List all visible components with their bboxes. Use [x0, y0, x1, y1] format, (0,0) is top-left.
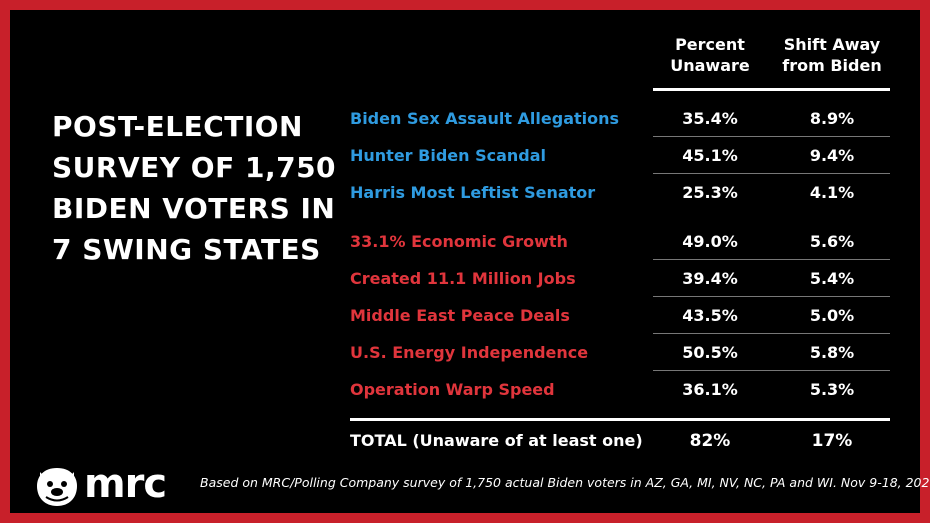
total-row: TOTAL (Unaware of at least one) 82% 17%: [340, 422, 890, 460]
row-divider: [653, 259, 890, 260]
total-shift: 17%: [811, 431, 853, 451]
percent-unaware-cell: 36.1%: [682, 380, 738, 399]
shift-away-cell: 4.1%: [809, 183, 855, 202]
row-divider: [653, 333, 890, 334]
total-rule: [350, 418, 890, 421]
shift-away-cell: 5.6%: [809, 232, 855, 251]
row-label: Middle East Peace Deals: [350, 306, 570, 325]
row-label: U.S. Energy Independence: [350, 343, 589, 362]
column-header-shift-away: Shift Away from Biden: [782, 35, 882, 75]
source-note: Based on MRC/Polling Company survey of 1…: [200, 475, 930, 490]
table-row: 33.1% Economic Growth 49.0% 5.6%: [340, 223, 890, 260]
page-title: POST-ELECTION SURVEY OF 1,750 BIDEN VOTE…: [52, 110, 337, 266]
total-label: TOTAL (Unaware of at least one): [350, 422, 643, 460]
shift-away-cell: 5.4%: [809, 269, 855, 288]
percent-unaware-cell: 50.5%: [682, 343, 738, 362]
table-row: U.S. Energy Independence 50.5% 5.8%: [340, 334, 890, 371]
header-rule: [653, 88, 890, 91]
shift-away-cell: 8.9%: [809, 109, 855, 128]
shift-away-cell: 5.8%: [809, 343, 855, 362]
row-divider: [653, 136, 890, 137]
row-label: Hunter Biden Scandal: [350, 146, 547, 165]
shift-away-cell: 9.4%: [809, 146, 855, 165]
bulldog-icon: [37, 468, 77, 506]
shift-away-cell: 5.0%: [809, 306, 855, 325]
percent-unaware-cell: 25.3%: [682, 183, 738, 202]
row-divider: [653, 173, 890, 174]
row-label: Operation Warp Speed: [350, 380, 555, 399]
table-row: Middle East Peace Deals 43.5% 5.0%: [340, 297, 890, 334]
column-header-percent-unaware: Percent Unaware: [670, 35, 750, 75]
percent-unaware-cell: 49.0%: [682, 232, 738, 251]
table-row: Operation Warp Speed 36.1% 5.3%: [340, 371, 890, 408]
row-label: 33.1% Economic Growth: [350, 232, 568, 251]
total-percent-unaware: 82%: [689, 431, 731, 451]
row-label: Created 11.1 Million Jobs: [350, 269, 576, 288]
total-label-rest: (Unaware of at least one): [406, 431, 643, 450]
table-row: Biden Sex Assault Allegations 35.4% 8.9%: [340, 100, 890, 137]
percent-unaware-cell: 45.1%: [682, 146, 738, 165]
mrc-logo: mrc: [84, 461, 167, 507]
shift-away-cell: 5.3%: [809, 380, 855, 399]
footer: mrc Based on MRC/Polling Company survey …: [10, 461, 930, 507]
total-label-bold: TOTAL: [350, 431, 407, 450]
percent-unaware-cell: 35.4%: [682, 109, 738, 128]
table-row: Hunter Biden Scandal 45.1% 9.4%: [340, 137, 890, 174]
table-row: Created 11.1 Million Jobs 39.4% 5.4%: [340, 260, 890, 297]
row-label: Harris Most Leftist Senator: [350, 183, 596, 202]
table-row: Harris Most Leftist Senator 25.3% 4.1%: [340, 174, 890, 211]
row-divider: [653, 370, 890, 371]
percent-unaware-cell: 39.4%: [682, 269, 738, 288]
percent-unaware-cell: 43.5%: [682, 306, 738, 325]
row-label: Biden Sex Assault Allegations: [350, 109, 620, 128]
infographic-frame: POST-ELECTION SURVEY OF 1,750 BIDEN VOTE…: [10, 10, 930, 513]
row-divider: [653, 296, 890, 297]
